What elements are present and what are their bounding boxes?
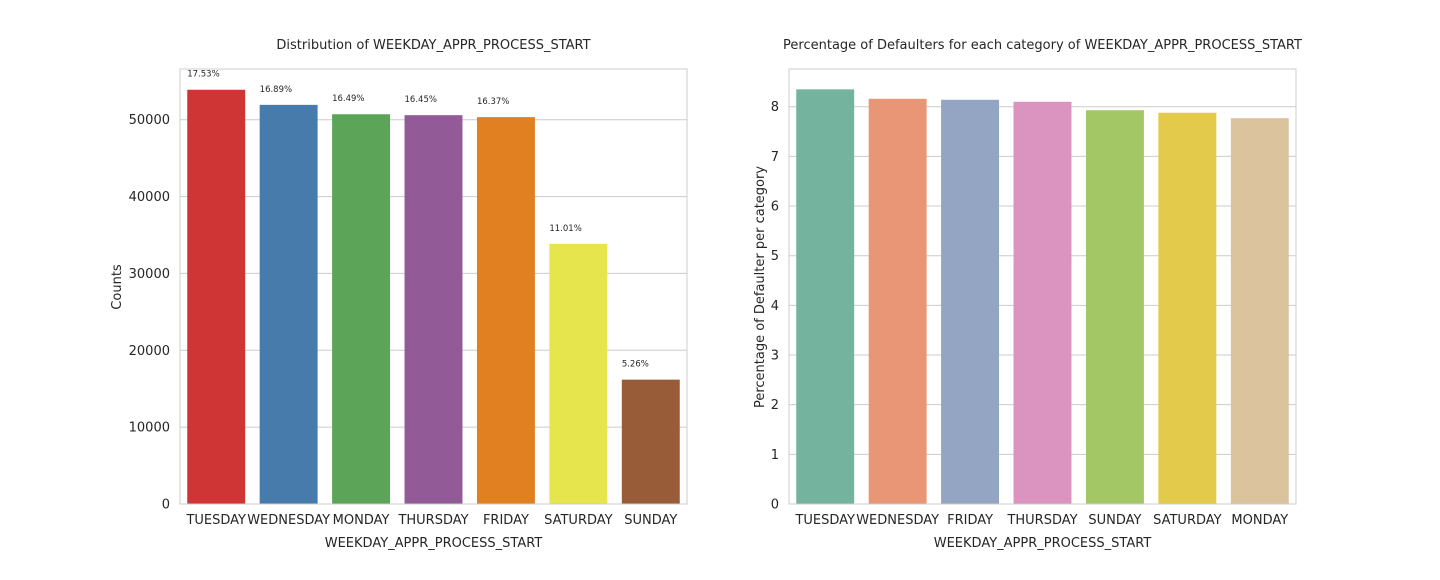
- y-tick-labels: 0 1 2 3 4 5 6 7 8: [771, 100, 779, 512]
- bar-data-label: 11.01%: [549, 224, 581, 234]
- y-tick-label: 7: [771, 150, 779, 165]
- y-tick-label: 4: [771, 299, 779, 314]
- x-tick-label: SATURDAY: [544, 513, 613, 528]
- chart-title: Percentage of Defaulters for each catego…: [783, 38, 1302, 53]
- x-tick-label: TUESDAY: [794, 513, 855, 528]
- defaulter-percentage-chart: Percentage of Defaulters for each catego…: [753, 38, 1302, 551]
- x-tick-labels: TUESDAY WEDNESDAY FRIDAY THURSDAY SUNDAY SATU…: [794, 513, 1288, 528]
- chart-title: Distribution of WEEKDAY_APPR_PROCESS_STA…: [276, 38, 590, 53]
- x-tick-label: FRIDAY: [947, 513, 993, 528]
- y-tick-label: 40000: [129, 190, 170, 205]
- y-tick-label: 0: [162, 498, 170, 513]
- bar-thursday: [1013, 101, 1072, 504]
- bar-saturday: [549, 243, 608, 505]
- bar-wednesday: [259, 104, 318, 505]
- x-tick-label: THURSDAY: [397, 513, 468, 528]
- bar-sunday: [1085, 110, 1144, 504]
- x-tick-label: MONDAY: [1231, 513, 1288, 528]
- x-tick-label: WEDNESDAY: [856, 513, 939, 528]
- y-tick-label: 10000: [129, 421, 170, 436]
- bar-tuesday: [796, 89, 855, 504]
- bar-data-label: 5.26%: [622, 360, 649, 370]
- x-tick-labels: TUESDAY WEDNESDAY MONDAY THURSDAY FRIDAY SATU…: [185, 513, 677, 528]
- y-tick-label: 3: [771, 349, 779, 364]
- y-tick-label: 5: [771, 249, 779, 264]
- bar-monday: [332, 114, 391, 504]
- x-tick-label: SATURDAY: [1153, 513, 1222, 528]
- y-axis-label: Counts: [110, 264, 125, 310]
- plot-frame: [179, 68, 688, 505]
- bar-data-label: 16.49%: [332, 94, 364, 104]
- x-tick-label: FRIDAY: [483, 513, 529, 528]
- bar-data-label: 16.89%: [260, 85, 292, 95]
- bars: [796, 89, 1289, 505]
- y-tick-label: 6: [771, 200, 779, 215]
- bar-monday: [1230, 118, 1289, 505]
- x-tick-label: MONDAY: [333, 513, 390, 528]
- bars: [187, 89, 680, 505]
- x-tick-label: THURSDAY: [1006, 513, 1077, 528]
- distribution-chart: Distribution of WEEKDAY_APPR_PROCESS_STA…: [110, 38, 688, 551]
- y-tick-label: 2: [771, 398, 779, 413]
- y-tick-label: 20000: [129, 344, 170, 359]
- bar-thursday: [404, 115, 463, 504]
- bar-data-label: 16.45%: [405, 95, 437, 105]
- y-tick-label: 8: [771, 100, 779, 115]
- bar-sunday: [621, 379, 680, 504]
- bar-data-labels: 17.53% 16.89% 16.49% 16.45% 16.37% 11.01% 5.26…: [187, 70, 649, 370]
- x-axis-label: WEEKDAY_APPR_PROCESS_START: [325, 536, 543, 551]
- y-tick-label: 1: [771, 448, 779, 463]
- bar-tuesday: [187, 89, 246, 504]
- y-tick-label: 30000: [129, 267, 170, 282]
- bar-friday: [476, 117, 535, 504]
- x-tick-label: SUNDAY: [624, 513, 677, 528]
- x-axis-label: WEEKDAY_APPR_PROCESS_START: [934, 536, 1152, 551]
- bar-wednesday: [868, 98, 927, 504]
- bar-saturday: [1158, 112, 1217, 504]
- bar-data-label: 17.53%: [187, 70, 219, 80]
- y-tick-label: 0: [771, 498, 779, 513]
- y-tick-labels: 0 10000 20000 30000 40000 50000: [129, 113, 170, 512]
- y-axis-label: Percentage of Defaulter per category: [753, 166, 768, 408]
- bar-data-label: 16.37%: [477, 97, 509, 107]
- x-tick-label: SUNDAY: [1088, 513, 1141, 528]
- x-tick-label: TUESDAY: [185, 513, 246, 528]
- y-tick-label: 50000: [129, 113, 170, 128]
- bar-friday: [941, 99, 1000, 505]
- plot-frame: [788, 68, 1297, 505]
- x-tick-label: WEDNESDAY: [247, 513, 330, 528]
